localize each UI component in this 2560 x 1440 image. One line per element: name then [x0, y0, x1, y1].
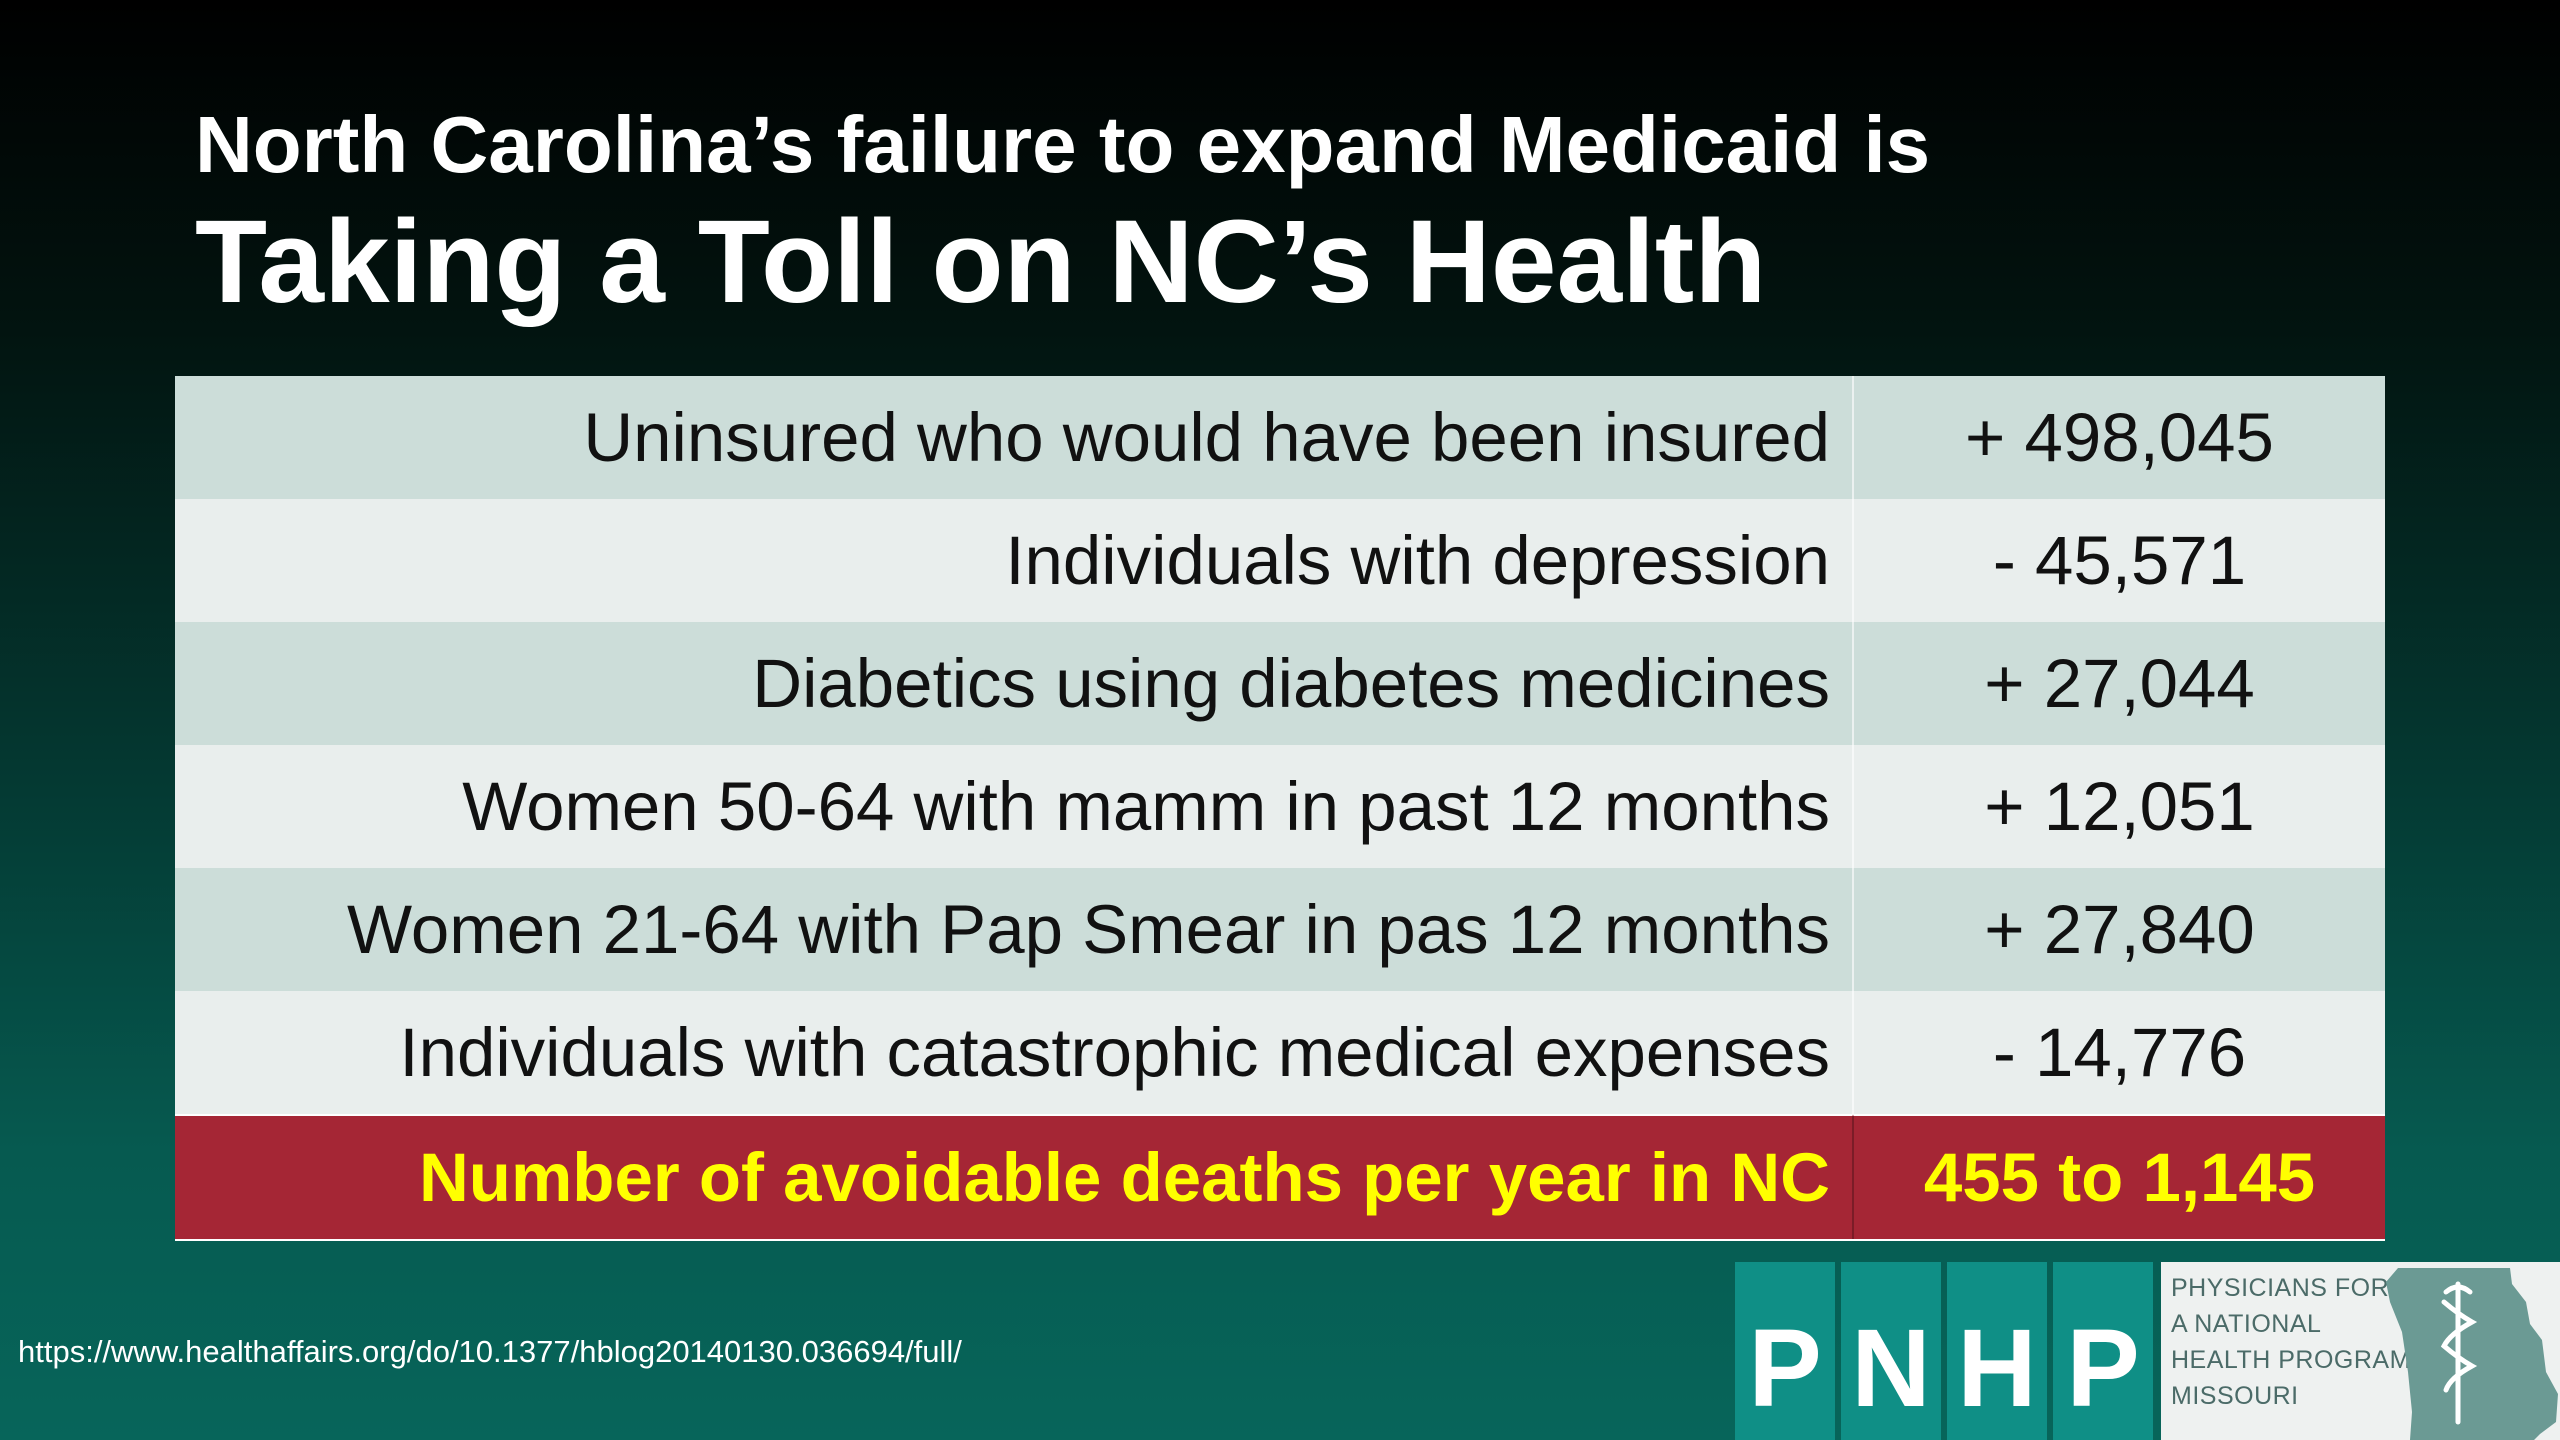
- logo-text: PHYSICIANS FOR A NATIONAL HEALTH PROGRAM…: [2171, 1270, 2411, 1414]
- total-row: Number of avoidable deaths per year in N…: [175, 1114, 2385, 1241]
- title-line-1: North Carolina’s failure to expand Medic…: [195, 100, 1931, 189]
- medicaid-impact-table: Uninsured who would have been insured + …: [175, 376, 2385, 1241]
- logo-letter: N: [1841, 1262, 1941, 1440]
- missouri-state-caduceus-icon: [2386, 1268, 2558, 1440]
- row-label: Women 21-64 with Pap Smear in pas 12 mon…: [175, 868, 1854, 991]
- table-row: Women 50-64 with mamm in past 12 months …: [175, 745, 2385, 868]
- logo-text-line: HEALTH PROGRAM: [2171, 1346, 2411, 1374]
- row-label: Uninsured who would have been insured: [175, 376, 1854, 499]
- row-value: - 45,571: [1853, 499, 2385, 622]
- table-row: Uninsured who would have been insured + …: [175, 376, 2385, 499]
- logo-text-panel: PHYSICIANS FOR A NATIONAL HEALTH PROGRAM…: [2161, 1262, 2560, 1440]
- row-label: Women 50-64 with mamm in past 12 months: [175, 745, 1854, 868]
- row-value: + 27,840: [1853, 868, 2385, 991]
- row-value: + 12,051: [1853, 745, 2385, 868]
- logo-letter: H: [1947, 1262, 2047, 1440]
- logo-text-line: A NATIONAL: [2171, 1310, 2322, 1338]
- slide-title: North Carolina’s failure to expand Medic…: [195, 95, 2395, 327]
- pnhp-logo: P N H P PHYSICIANS FOR A NATIONAL HEALTH…: [1735, 1262, 2560, 1440]
- row-value: + 498,045: [1853, 376, 2385, 499]
- logo-text-line: PHYSICIANS FOR: [2171, 1274, 2390, 1302]
- table-row: Diabetics using diabetes medicines + 27,…: [175, 622, 2385, 745]
- row-value: - 14,776: [1853, 991, 2385, 1115]
- logo-text-line: MISSOURI: [2171, 1382, 2299, 1410]
- row-label: Individuals with depression: [175, 499, 1854, 622]
- row-label: Diabetics using diabetes medicines: [175, 622, 1854, 745]
- table-row: Women 21-64 with Pap Smear in pas 12 mon…: [175, 868, 2385, 991]
- logo-letter: P: [1735, 1262, 1835, 1440]
- logo-letter: P: [2053, 1262, 2153, 1440]
- row-value: + 27,044: [1853, 622, 2385, 745]
- row-label: Individuals with catastrophic medical ex…: [175, 991, 1854, 1115]
- title-line-2: Taking a Toll on NC’s Health: [195, 196, 1767, 328]
- source-link[interactable]: https://www.healthaffairs.org/do/10.1377…: [18, 1334, 962, 1369]
- total-label: Number of avoidable deaths per year in N…: [175, 1114, 1854, 1241]
- table-row: Individuals with catastrophic medical ex…: [175, 991, 2385, 1115]
- table-row: Individuals with depression - 45,571: [175, 499, 2385, 622]
- total-value: 455 to 1,145: [1853, 1114, 2385, 1241]
